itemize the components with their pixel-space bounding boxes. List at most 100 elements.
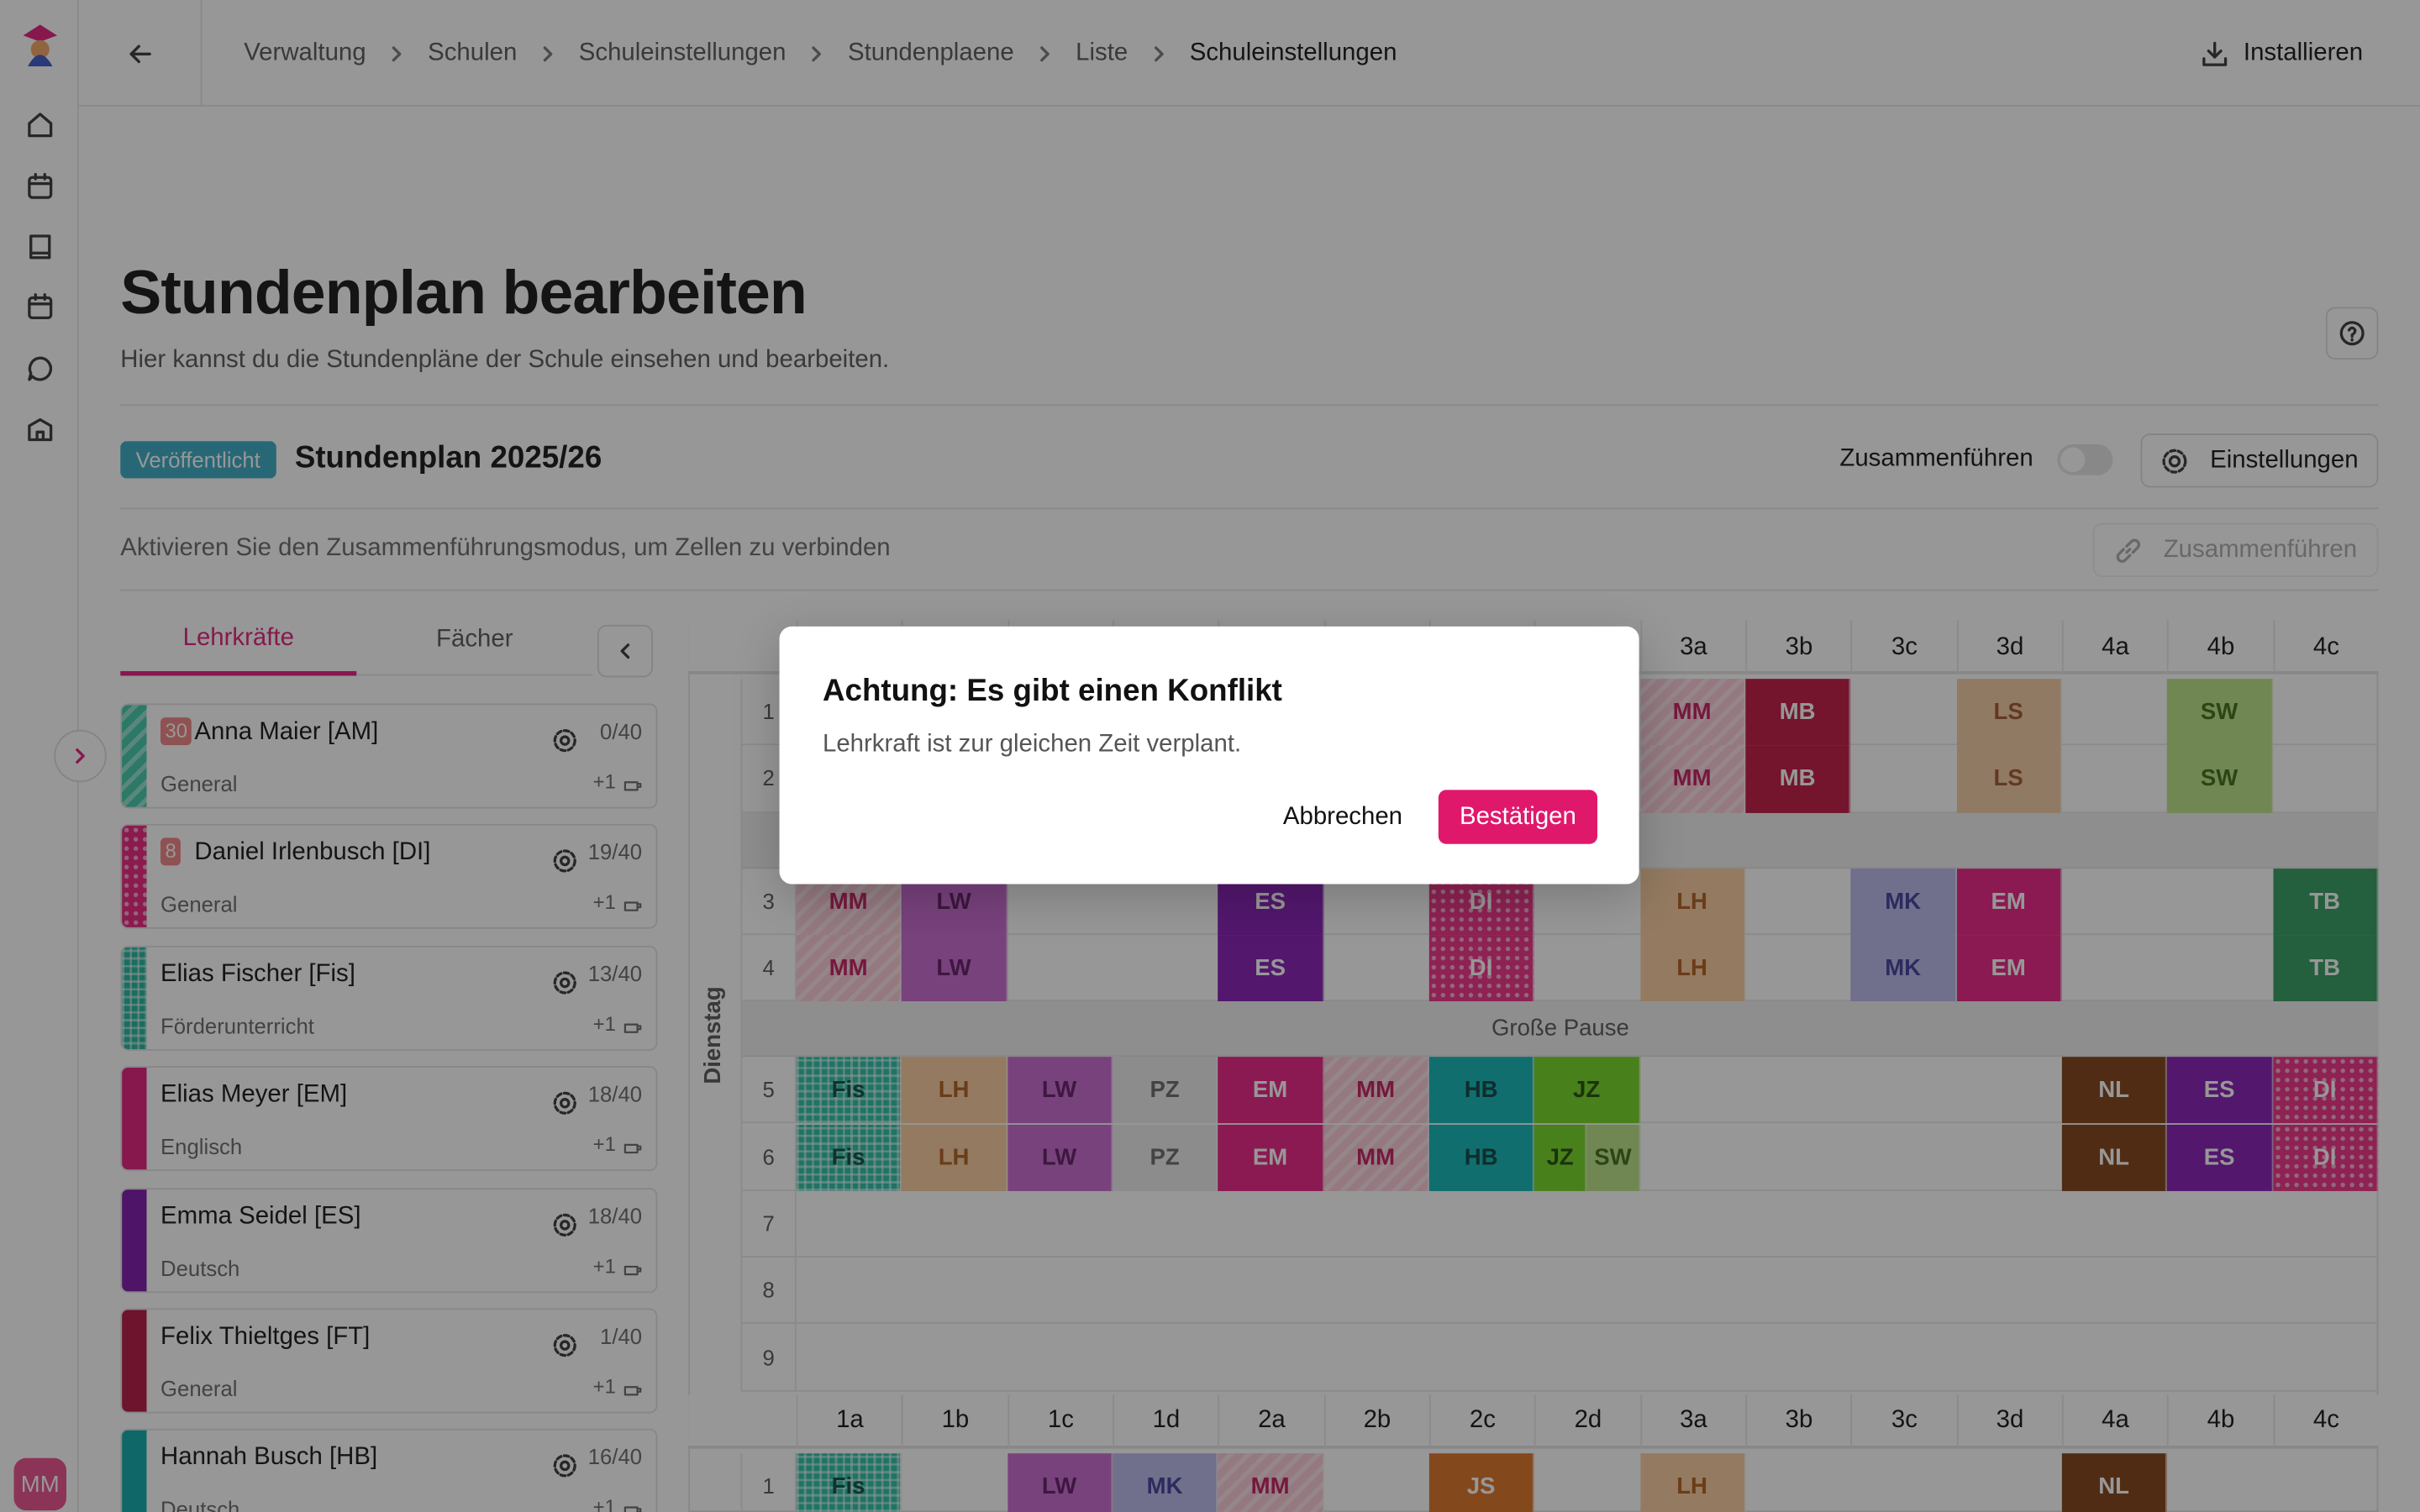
breadcrumb-item[interactable]: Stundenplaene	[847, 39, 1014, 66]
collapse-panel[interactable]	[597, 624, 653, 678]
lesson-cell[interactable]: PZ	[1113, 1057, 1218, 1125]
teacher-settings[interactable]	[551, 1210, 579, 1238]
period-number: 8	[742, 1257, 797, 1325]
teacher-settings[interactable]	[551, 969, 579, 996]
lesson-cell[interactable]: LS	[1956, 679, 2062, 746]
lesson-cell[interactable]: LW	[1007, 1452, 1113, 1512]
help-button[interactable]	[2325, 307, 2379, 360]
lesson-cell[interactable]: LH	[1639, 868, 1746, 935]
tab[interactable]: Fächer	[356, 605, 593, 676]
back-button[interactable]	[79, 0, 203, 107]
column-header: 2d	[1534, 1394, 1640, 1449]
breadcrumb-item[interactable]: Verwaltung	[244, 39, 366, 66]
lesson-cell[interactable]: ES	[2167, 1124, 2273, 1191]
teacher-settings[interactable]	[551, 1331, 579, 1359]
home-icon[interactable]	[26, 111, 54, 139]
lesson-cell[interactable]: MK	[1850, 934, 1957, 1002]
lesson-cell[interactable]: HB	[1428, 1124, 1535, 1191]
lesson-cell[interactable]: HB	[1428, 1057, 1535, 1125]
avatar[interactable]: MM	[13, 1457, 66, 1511]
lesson-cell[interactable]: MM	[1639, 679, 1746, 746]
lesson-cell[interactable]: EM	[1218, 1124, 1324, 1191]
lesson-cell[interactable]: ES	[1218, 934, 1324, 1002]
teacher-card[interactable]: Emma Seidel [ES] Deutsch 18/40 +1	[120, 1187, 658, 1293]
lesson-cell[interactable]: MK	[1850, 868, 1957, 935]
lesson-cell[interactable]: EM	[1218, 1057, 1324, 1125]
teacher-card[interactable]: Elias Meyer [EM] Englisch 18/40 +1	[120, 1066, 658, 1172]
lesson-cell[interactable]: SW	[2167, 745, 2273, 813]
column-header: 3b	[1745, 1394, 1851, 1449]
lesson-cell[interactable]: ES	[2167, 1057, 2273, 1125]
lesson-cell[interactable]: TB	[2272, 868, 2379, 935]
schedule-icon[interactable]	[26, 293, 54, 321]
lesson-cell[interactable]: DI	[1428, 934, 1535, 1002]
breadcrumb-item[interactable]: Schulen	[428, 39, 518, 66]
teacher-card[interactable]: Elias Fischer [Fis] Förderunterricht 13/40…	[120, 945, 658, 1051]
lesson-cell[interactable]: MB	[1745, 679, 1851, 746]
lesson-cell[interactable]: MB	[1745, 745, 1851, 813]
lesson-cell[interactable]: LH	[902, 1057, 1007, 1125]
lesson-cell[interactable]: JZ	[1534, 1057, 1640, 1125]
lesson-cell[interactable]: EM	[1956, 934, 2062, 1002]
break-icon	[623, 895, 642, 914]
merge-button[interactable]: Zusammenführen	[2092, 522, 2379, 577]
lesson-cell[interactable]: MM	[1323, 1124, 1429, 1191]
column-header: 2b	[1323, 1394, 1429, 1449]
lesson-cell[interactable]: MM	[796, 934, 902, 1002]
teacher-settings[interactable]	[551, 1089, 579, 1117]
lesson-cell[interactable]: SW	[1587, 1124, 1640, 1191]
expand-sidebar[interactable]	[54, 729, 107, 783]
tab-active[interactable]: Lehrkräfte	[120, 605, 357, 676]
calendar-icon[interactable]	[26, 172, 54, 201]
lesson-cell[interactable]: LW	[1007, 1057, 1113, 1125]
teacher-card[interactable]: Felix Thieltges [FT] General 1/40 +1	[120, 1308, 658, 1414]
teacher-settings[interactable]	[551, 848, 579, 875]
lesson-cell[interactable]: EM	[1956, 868, 2062, 935]
teacher-card[interactable]: 30 Anna Maier [AM] General 0/40 +1	[120, 703, 658, 809]
merge-toggle[interactable]	[2057, 444, 2113, 475]
lesson-cell[interactable]: NL	[2061, 1057, 2168, 1125]
lesson-cell[interactable]: MM	[1218, 1452, 1324, 1512]
lesson-cell[interactable]: Fis	[796, 1124, 902, 1191]
lesson-cell[interactable]: Fis	[796, 1452, 902, 1512]
teacher-card[interactable]: 8 Daniel Irlenbusch [DI] General 19/40 +1	[120, 824, 658, 930]
breadcrumb-item[interactable]: Schuleinstellungen	[578, 39, 786, 66]
settings-label[interactable]: Einstellungen	[2210, 446, 2359, 473]
breadcrumb-item[interactable]: Schuleinstellungen	[1189, 39, 1397, 66]
settings-button[interactable]: Einstellungen	[2140, 433, 2379, 488]
lesson-cell[interactable]: LW	[1007, 1124, 1113, 1191]
column-header: 2a	[1218, 1394, 1324, 1449]
chat-icon[interactable]	[26, 354, 54, 382]
lesson-cell[interactable]: DI	[2272, 1124, 2379, 1191]
lesson-cell[interactable]: LH	[1639, 1452, 1746, 1512]
lesson-cell[interactable]: SW	[2167, 679, 2273, 746]
lesson-cell[interactable]: NL	[2061, 1452, 2168, 1512]
lesson-cell[interactable]: TB	[2272, 934, 2379, 1002]
book-icon[interactable]	[26, 233, 54, 260]
lesson-cell[interactable]: LW	[902, 934, 1007, 1002]
cancel-button[interactable]: Abbrechen	[1282, 803, 1403, 830]
lesson-cell[interactable]: PZ	[1113, 1124, 1218, 1191]
lesson-cell[interactable]: JS	[1428, 1452, 1535, 1512]
lesson-cell[interactable]: MM	[1639, 745, 1746, 813]
breadcrumb-item[interactable]: Liste	[1076, 39, 1128, 66]
lesson-cell[interactable]: LS	[1956, 745, 2062, 813]
lesson-cell[interactable]: LH	[1639, 934, 1746, 1002]
lesson-cell[interactable]: DI	[2272, 1057, 2379, 1125]
lesson-cell[interactable]: Fis	[796, 1057, 902, 1125]
lesson-cell[interactable]: MK	[1113, 1452, 1218, 1512]
teacher-settings[interactable]	[551, 727, 579, 754]
lesson-cell[interactable]: LH	[902, 1124, 1007, 1191]
lesson-cell[interactable]: MM	[1323, 1057, 1429, 1125]
teacher-hours: 16/40	[587, 1444, 643, 1470]
install-button[interactable]: Installieren	[2200, 0, 2363, 107]
lesson-cell[interactable]: NL	[2061, 1124, 2168, 1191]
install-label[interactable]: Installieren	[2243, 39, 2364, 66]
merge-button-label[interactable]: Zusammenführen	[2163, 536, 2358, 563]
lesson-cell[interactable]: JZ	[1534, 1124, 1587, 1191]
confirm-button[interactable]: Bestätigen	[1438, 790, 1598, 844]
teacher-settings[interactable]	[551, 1452, 579, 1480]
school-icon[interactable]	[26, 415, 54, 443]
column-header: 4c	[2272, 620, 2379, 675]
teacher-card[interactable]: Hannah Busch [HB] Deutsch 16/40 +1	[120, 1429, 658, 1512]
